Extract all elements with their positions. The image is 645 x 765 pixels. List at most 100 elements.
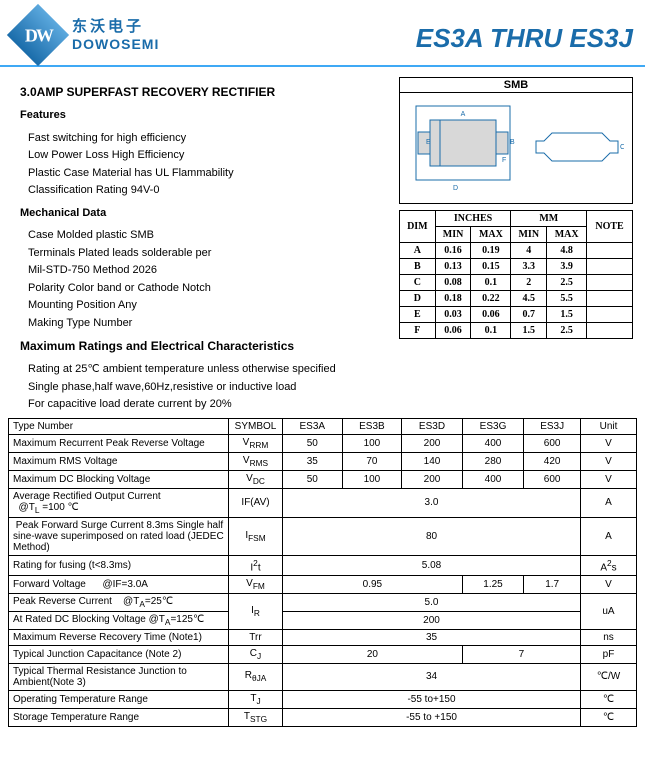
dim-row: A0.160.1944.8	[400, 243, 633, 259]
symbol-cell: Trr	[229, 629, 283, 645]
ratings-header-cell: SYMBOL	[229, 418, 283, 434]
svg-text:C: C	[620, 144, 624, 151]
value-cell: 600	[524, 434, 581, 452]
mm-col: MM	[511, 211, 587, 227]
symbol-cell: TSTG	[229, 708, 283, 726]
feature-item: Low Power Loss High Efficiency	[28, 147, 389, 164]
symbol-cell: CJ	[229, 645, 283, 663]
ratings-row: At Rated DC Blocking Voltage @TA=125℃200	[9, 611, 637, 629]
max-col: MAX	[471, 227, 511, 243]
symbol-cell: IF(AV)	[229, 488, 283, 517]
svg-text:B: B	[510, 139, 515, 146]
rating-note: Single phase,half wave,60Hz,resistive or…	[28, 379, 389, 396]
mechanical-item: Terminals Plated leads solderable per	[28, 245, 389, 262]
value-cell: 400	[462, 434, 524, 452]
part-number-title: ES3A THRU ES3J	[416, 5, 633, 54]
ratings-row: Maximum DC Blocking VoltageVDC5010020040…	[9, 470, 637, 488]
ratings-table: Type NumberSYMBOLES3AES3BES3DES3GES3JUni…	[8, 418, 637, 727]
symbol-cell: TJ	[229, 690, 283, 708]
rating-note: Rating at 25℃ ambient temperature unless…	[28, 361, 389, 378]
header-bar: DW 东沃电子 DOWOSEMI ES3A THRU ES3J	[0, 0, 645, 67]
param-name: Typical Thermal Resistance Junction to A…	[9, 663, 229, 690]
ratings-header-cell: Type Number	[9, 418, 229, 434]
svg-text:A: A	[461, 111, 466, 118]
value-cell: 50	[283, 470, 343, 488]
dimensions-table: DIM INCHES MM NOTE MIN MAX MIN MAX A0.16…	[399, 210, 633, 339]
logo-icon: DW	[7, 4, 69, 66]
symbol-cell: VRMS	[229, 452, 283, 470]
value-cell: 20	[283, 645, 463, 663]
param-name: Operating Temperature Range	[9, 690, 229, 708]
value-cell: 1.25	[462, 575, 524, 593]
value-cell: 420	[524, 452, 581, 470]
param-name: Maximum Reverse Recovery Time (Note1)	[9, 629, 229, 645]
param-name: At Rated DC Blocking Voltage @TA=125℃	[9, 611, 229, 629]
param-name: Maximum Recurrent Peak Reverse Voltage	[9, 434, 229, 452]
unit-cell: V	[581, 470, 637, 488]
mechanical-item: Making Type Number	[28, 315, 389, 332]
param-name: Peak Forward Surge Current 8.3ms Single …	[9, 517, 229, 555]
param-name: Storage Temperature Range	[9, 708, 229, 726]
value-cell: 100	[342, 470, 402, 488]
svg-text:E: E	[426, 139, 431, 146]
value-cell: 50	[283, 434, 343, 452]
unit-cell: V	[581, 434, 637, 452]
value-cell: 200	[402, 434, 463, 452]
mechanical-list: Case Molded plastic SMBTerminals Plated …	[20, 227, 389, 331]
ratings-notes: Rating at 25℃ ambient temperature unless…	[20, 361, 389, 413]
product-title: 3.0AMP SUPERFAST RECOVERY RECTIFIER	[20, 83, 389, 101]
dim-row: C0.080.122.5	[400, 275, 633, 291]
value-cell: 35	[283, 629, 581, 645]
ratings-section: Type NumberSYMBOLES3AES3BES3DES3GES3JUni…	[0, 418, 645, 733]
min-col: MIN	[435, 227, 471, 243]
ratings-row: Average Rectified Output Current @TL =10…	[9, 488, 637, 517]
unit-cell: V	[581, 575, 637, 593]
mechanical-item: Mounting Position Any	[28, 297, 389, 314]
package-outline: SMB A D F E B C	[399, 77, 633, 204]
param-name: Rating for fusing (t<8.3ms)	[9, 555, 229, 575]
value-cell: 200	[402, 470, 463, 488]
ratings-row: Forward Voltage @IF=3.0AVFM0.951.251.7V	[9, 575, 637, 593]
ratings-row: Rating for fusing (t<8.3ms)I2t5.08A2s	[9, 555, 637, 575]
ratings-row: Maximum Reverse Recovery Time (Note1)Trr…	[9, 629, 637, 645]
symbol-cell: VRRM	[229, 434, 283, 452]
ratings-heading: Maximum Ratings and Electrical Character…	[20, 337, 389, 355]
mechanical-item: Polarity Color band or Cathode Notch	[28, 280, 389, 297]
value-cell: -55 to+150	[283, 690, 581, 708]
rating-note: For capacitive load derate current by 20…	[28, 396, 389, 413]
param-name: Peak Reverse Current @TA=25℃	[9, 593, 229, 611]
value-cell: 400	[462, 470, 524, 488]
ratings-row: Typical Thermal Resistance Junction to A…	[9, 663, 637, 690]
unit-cell: A	[581, 488, 637, 517]
company-name-cn: 东沃电子	[72, 18, 159, 36]
ratings-header-cell: ES3B	[342, 418, 402, 434]
ratings-header-cell: ES3D	[402, 418, 463, 434]
dim-row: D0.180.224.55.5	[400, 291, 633, 307]
feature-item: Fast switching for high efficiency	[28, 130, 389, 147]
param-name: Average Rectified Output Current @TL =10…	[9, 488, 229, 517]
mechanical-item: Mil-STD-750 Method 2026	[28, 262, 389, 279]
dim-row: E0.030.060.71.5	[400, 307, 633, 323]
mechanical-item: Case Molded plastic SMB	[28, 227, 389, 244]
ratings-row: Typical Junction Capacitance (Note 2)CJ2…	[9, 645, 637, 663]
unit-cell: uA	[581, 593, 637, 629]
param-name: Typical Junction Capacitance (Note 2)	[9, 645, 229, 663]
features-list: Fast switching for high efficiencyLow Po…	[20, 130, 389, 199]
value-cell: 7	[462, 645, 580, 663]
ratings-row: Peak Reverse Current @TA=25℃IR5.0uA	[9, 593, 637, 611]
ratings-row: Maximum RMS VoltageVRMS3570140280420V	[9, 452, 637, 470]
symbol-cell: VFM	[229, 575, 283, 593]
symbol-cell: I2t	[229, 555, 283, 575]
value-cell: 0.95	[283, 575, 463, 593]
symbol-cell: RθJA	[229, 663, 283, 690]
features-heading: Features	[20, 107, 389, 124]
value-cell: -55 to +150	[283, 708, 581, 726]
unit-cell: ns	[581, 629, 637, 645]
package-drawing: A D F E B C	[400, 93, 632, 203]
max-col: MAX	[547, 227, 587, 243]
param-name: Forward Voltage @IF=3.0A	[9, 575, 229, 593]
unit-cell: A2s	[581, 555, 637, 575]
svg-text:D: D	[453, 185, 458, 192]
unit-cell: pF	[581, 645, 637, 663]
param-name: Maximum RMS Voltage	[9, 452, 229, 470]
